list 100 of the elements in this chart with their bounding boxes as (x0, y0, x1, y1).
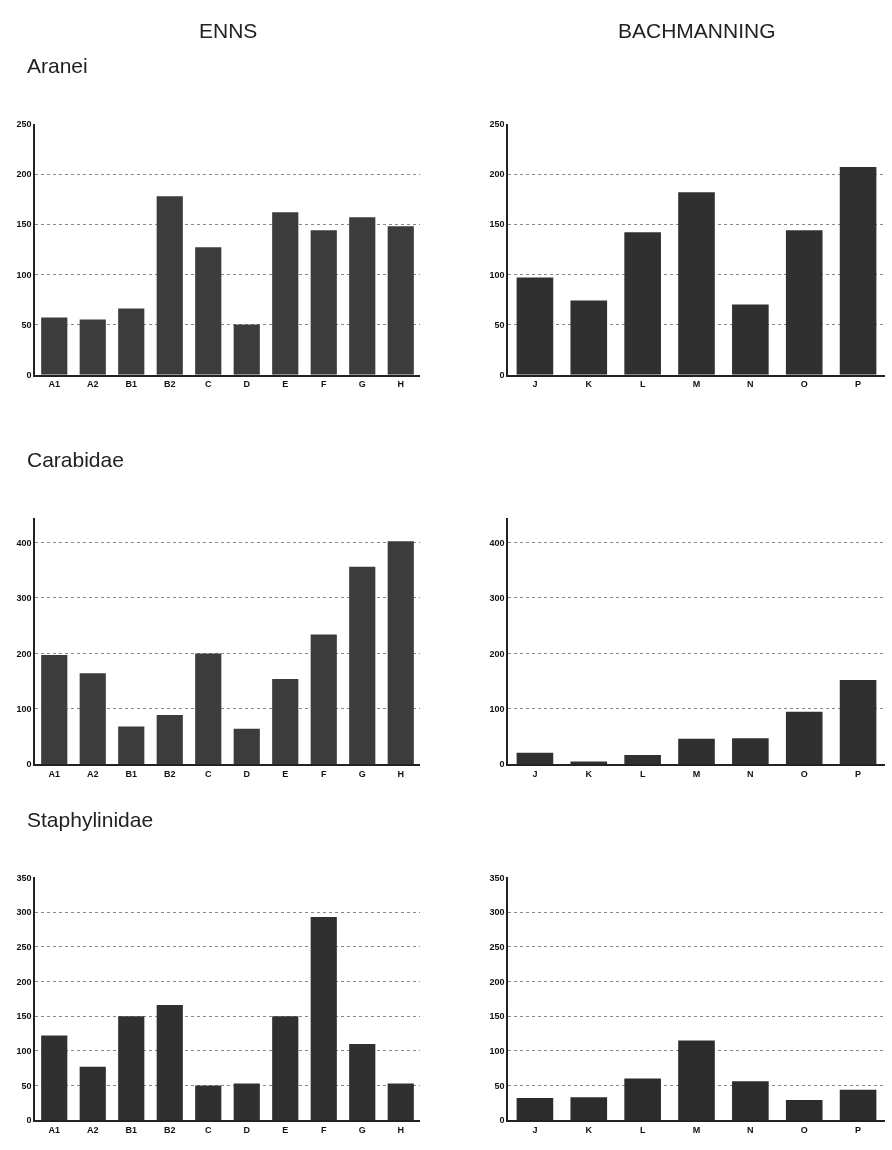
x-tick-label: A2 (86, 768, 99, 779)
y-tick-label: 250 (16, 119, 32, 130)
chart-title: Carabidae (27, 448, 124, 471)
x-tick-label: N (747, 1124, 754, 1135)
x-tick-label: M (692, 768, 701, 779)
y-tick-label: 100 (16, 269, 32, 280)
y-tick-label: 250 (489, 941, 505, 952)
bar (41, 655, 68, 765)
x-tick-label: K (585, 379, 593, 390)
bar (516, 277, 554, 375)
x-tick-label: D (243, 1124, 251, 1135)
y-tick-label: 350 (489, 872, 505, 883)
x-tick-label: M (692, 379, 701, 390)
x-tick-label: O (800, 768, 808, 779)
x-tick-label: G (358, 379, 366, 390)
bar (678, 192, 715, 375)
y-tick-label: 150 (489, 1011, 505, 1022)
x-tick-label: P (855, 768, 862, 779)
bar (118, 1016, 145, 1121)
x-tick-label: G (358, 768, 366, 779)
x-tick-label: L (639, 379, 646, 390)
x-tick-label: B1 (125, 768, 138, 779)
y-tick-label: 200 (489, 169, 505, 180)
y-tick-label: 350 (16, 872, 32, 883)
y-tick-label: 300 (16, 593, 32, 604)
y-tick-label: 250 (489, 119, 505, 130)
bar (839, 167, 877, 375)
y-tick-label: 100 (489, 269, 505, 280)
chart-title: Staphylinidae (27, 808, 154, 831)
x-tick-label: O (800, 1124, 808, 1135)
bar (387, 226, 414, 375)
x-tick-label: A1 (48, 768, 61, 779)
y-tick-label: 0 (499, 1115, 505, 1126)
bar (156, 714, 183, 765)
bar (624, 232, 661, 375)
x-tick-label: F (321, 379, 327, 390)
y-tick-label: 300 (16, 907, 32, 918)
bar (732, 304, 769, 375)
bar (233, 324, 260, 375)
x-tick-label: G (358, 1124, 366, 1135)
x-tick-label: E (282, 1124, 289, 1135)
y-tick-label: 300 (489, 907, 505, 918)
bar (310, 634, 337, 765)
bar (233, 728, 260, 765)
bar (79, 319, 106, 375)
y-tick-label: 150 (16, 1011, 32, 1022)
x-tick-label: F (321, 768, 327, 779)
y-tick-label: 0 (499, 369, 505, 380)
bar (570, 300, 608, 375)
y-tick-label: 100 (16, 1045, 32, 1056)
x-tick-label: B1 (125, 1124, 138, 1135)
y-tick-label: 50 (21, 319, 32, 330)
y-tick-label: 0 (499, 759, 505, 770)
x-tick-label: A2 (86, 1124, 99, 1135)
y-tick-label: 150 (16, 219, 32, 230)
y-tick-label: 200 (16, 976, 32, 987)
y-tick-label: 0 (26, 369, 32, 380)
bar (195, 653, 222, 765)
x-tick-label: E (282, 379, 289, 390)
y-tick-label: 50 (494, 319, 505, 330)
x-tick-label: B1 (125, 379, 138, 390)
x-tick-label: B2 (163, 1124, 176, 1135)
bar (516, 752, 554, 765)
x-tick-label: B2 (163, 768, 176, 779)
bar (310, 230, 337, 375)
bar (195, 1085, 222, 1121)
y-tick-label: 0 (26, 759, 32, 770)
x-tick-label: B2 (163, 379, 176, 390)
x-tick-label: C (205, 379, 212, 390)
x-tick-label: J (532, 379, 538, 390)
x-tick-label: K (585, 768, 593, 779)
x-tick-label: L (639, 768, 646, 779)
y-tick-label: 200 (489, 976, 505, 987)
bar (349, 217, 376, 375)
x-tick-label: D (243, 379, 251, 390)
bar (349, 566, 376, 765)
x-tick-label: H (397, 768, 404, 779)
x-tick-label: O (800, 379, 808, 390)
x-tick-label: A1 (48, 1124, 61, 1135)
y-tick-label: 200 (489, 648, 505, 659)
bar (272, 212, 299, 375)
y-tick-label: 100 (489, 704, 505, 715)
bar (41, 1035, 68, 1121)
x-tick-label: H (397, 379, 404, 390)
x-tick-label: P (855, 1124, 862, 1135)
y-tick-label: 300 (489, 593, 505, 604)
text: BACHMANNING (618, 19, 776, 42)
chart-title: Aranei (27, 54, 88, 77)
bar (118, 726, 145, 765)
y-tick-label: 250 (16, 941, 32, 952)
y-tick-label: 200 (16, 169, 32, 180)
y-tick-label: 150 (489, 219, 505, 230)
x-tick-label: E (282, 768, 289, 779)
bar (785, 230, 823, 375)
x-tick-label: N (747, 379, 754, 390)
x-tick-label: C (205, 768, 212, 779)
y-tick-label: 0 (26, 1115, 32, 1126)
y-tick-label: 200 (16, 648, 32, 659)
y-tick-label: 100 (489, 1045, 505, 1056)
bar (156, 196, 183, 375)
